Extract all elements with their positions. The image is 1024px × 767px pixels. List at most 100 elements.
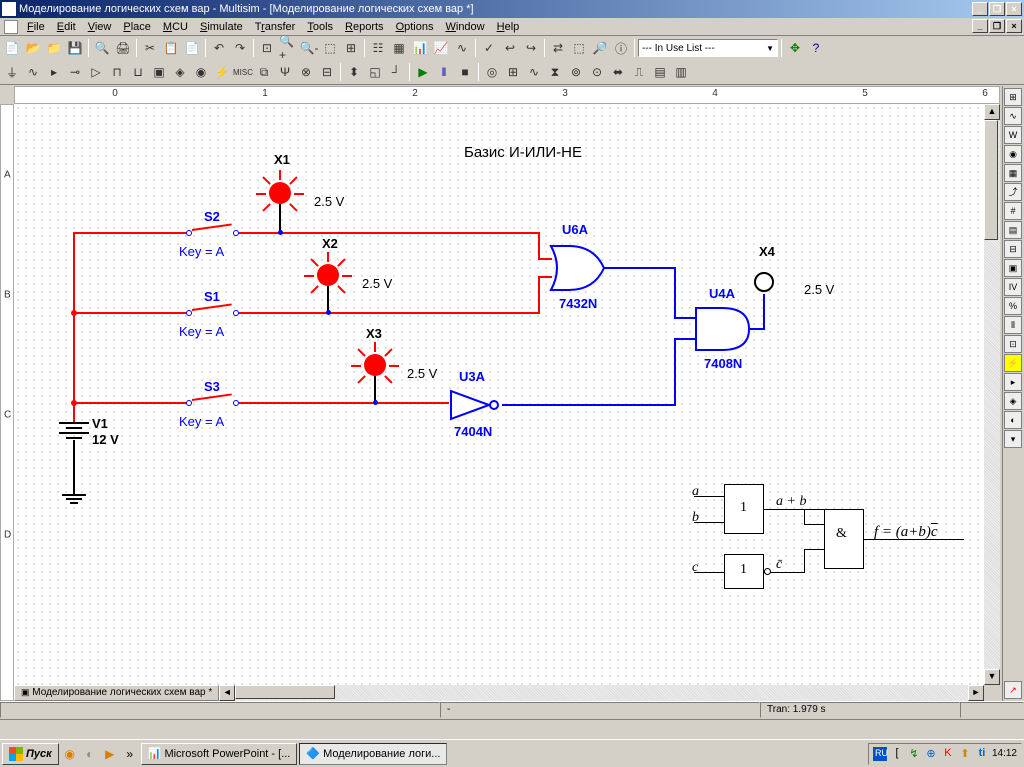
scrollbar-vertical[interactable]: ▲ ▼ <box>984 104 1000 685</box>
run-icon[interactable]: ▶ <box>413 62 433 82</box>
place-junction-icon[interactable]: ┘ <box>386 62 406 82</box>
ag-func-icon[interactable]: ⚡ <box>1004 354 1022 372</box>
menu-transfer[interactable]: Transfer <box>249 20 302 34</box>
postproc-icon[interactable]: 📈 <box>431 38 451 58</box>
sim-icon9[interactable]: ▤ <box>650 62 670 82</box>
advanced-comp-icon[interactable]: ⧉ <box>254 62 274 82</box>
sim-icon1[interactable]: ◎ <box>482 62 502 82</box>
open-file-icon[interactable]: 📂 <box>23 38 43 58</box>
tray-icon[interactable]: [ <box>890 747 904 761</box>
switch-lever[interactable] <box>192 223 232 231</box>
ql-more-icon[interactable]: » <box>121 745 139 763</box>
menu-reports[interactable]: Reports <box>339 20 390 34</box>
zoom-area-icon[interactable]: ⬚ <box>320 38 340 58</box>
voltage-source[interactable] <box>59 422 89 439</box>
cmos-comp-icon[interactable]: ⊔ <box>128 62 148 82</box>
start-button[interactable]: Пуск <box>2 743 59 765</box>
find-icon[interactable]: 🔎 <box>590 38 610 58</box>
word-gen-icon[interactable]: ▤ <box>1004 221 1022 239</box>
sim-icon6[interactable]: ⊙ <box>587 62 607 82</box>
switch-lever[interactable] <box>192 393 232 401</box>
minimize-button[interactable]: _ <box>972 2 988 16</box>
wattmeter-icon[interactable]: W <box>1004 126 1022 144</box>
cut-icon[interactable]: ✂ <box>140 38 160 58</box>
undo-icon[interactable]: ↶ <box>209 38 229 58</box>
transistor-comp-icon[interactable]: ⊸ <box>65 62 85 82</box>
task-multisim[interactable]: 🔷 Моделирование логи... <box>299 743 447 765</box>
rf-comp-icon[interactable]: Ψ <box>275 62 295 82</box>
labview-icon[interactable]: ▾ <box>1004 430 1022 448</box>
redo-icon[interactable]: ↷ <box>230 38 250 58</box>
zoom-in-icon[interactable]: 🔍+ <box>278 38 298 58</box>
menu-window[interactable]: Window <box>439 20 490 34</box>
copy-icon[interactable]: 📋 <box>161 38 181 58</box>
ag-scope-icon[interactable]: ◈ <box>1004 392 1022 410</box>
freq-icon[interactable]: # <box>1004 202 1022 220</box>
indicator-comp-icon[interactable]: ◉ <box>191 62 211 82</box>
basic-comp-icon[interactable]: ∿ <box>23 62 43 82</box>
logic-an-icon[interactable]: ⊟ <box>1004 240 1022 258</box>
probe-x1[interactable] <box>269 182 291 204</box>
circuit-canvas[interactable]: Базис И-ИЛИ-НЕ V1 12 V S2 Key = A S1 Key… <box>14 104 984 685</box>
zoom-out-icon[interactable]: 🔍- <box>299 38 319 58</box>
mdi-close[interactable]: × <box>1006 19 1022 33</box>
in-use-list-dropdown[interactable]: --- In Use List --- ▼ <box>638 39 778 57</box>
menu-mcu[interactable]: MCU <box>157 20 194 34</box>
print-icon[interactable]: 🖨 <box>113 38 133 58</box>
scroll-right-icon[interactable]: ► <box>968 685 984 701</box>
scroll-down-icon[interactable]: ▼ <box>984 669 1000 685</box>
maximize-button[interactable]: ❐ <box>989 2 1005 16</box>
ql-icon2[interactable]: ◐ <box>81 745 99 763</box>
tray-icon[interactable]: K <box>941 747 955 761</box>
misc-comp-icon[interactable]: MISC <box>233 62 253 82</box>
open-sample-icon[interactable]: 📁 <box>44 38 64 58</box>
scope-icon[interactable]: ◉ <box>1004 145 1022 163</box>
back-annotate-icon[interactable]: ↩ <box>500 38 520 58</box>
ercheck-icon[interactable]: ✓ <box>479 38 499 58</box>
task-powerpoint[interactable]: 📊 Microsoft PowerPoint - [... <box>141 743 298 765</box>
mdi-restore[interactable]: ❐ <box>989 19 1005 33</box>
analog-comp-icon[interactable]: ▷ <box>86 62 106 82</box>
grapher-icon[interactable]: 📊 <box>410 38 430 58</box>
logic-conv-icon[interactable]: ▣ <box>1004 259 1022 277</box>
paste-icon[interactable]: 📄 <box>182 38 202 58</box>
bode-icon[interactable]: ⤴ <box>1004 183 1022 201</box>
save-icon[interactable]: 💾 <box>65 38 85 58</box>
probe-x4[interactable] <box>754 272 774 292</box>
scroll-track-h[interactable] <box>235 685 968 701</box>
not-gate[interactable] <box>449 389 504 421</box>
ground-symbol[interactable] <box>62 474 86 504</box>
misc-digital-icon[interactable]: ▣ <box>149 62 169 82</box>
component-wizard-icon[interactable]: ∿ <box>452 38 472 58</box>
dist-icon[interactable]: % <box>1004 297 1022 315</box>
zoom-fit-icon[interactable]: ⊞ <box>341 38 361 58</box>
stop-icon[interactable]: ■ <box>455 62 475 82</box>
info-icon[interactable]: ⓘ <box>611 38 631 58</box>
help-icon[interactable]: ? <box>806 38 826 58</box>
switch-lever[interactable] <box>192 303 232 311</box>
ttl-comp-icon[interactable]: ⊓ <box>107 62 127 82</box>
menu-edit[interactable]: Edit <box>51 20 82 34</box>
pause-icon[interactable]: ‖ <box>434 62 454 82</box>
scroll-thumb-v[interactable] <box>984 120 998 240</box>
iv-icon[interactable]: IV <box>1004 278 1022 296</box>
tek-scope-icon[interactable]: ◐ <box>1004 411 1022 429</box>
ag-mult-icon[interactable]: ▸ <box>1004 373 1022 391</box>
spec-icon[interactable]: ⫴ <box>1004 316 1022 334</box>
sim-icon5[interactable]: ⊚ <box>566 62 586 82</box>
place-hier-icon[interactable]: ◱ <box>365 62 385 82</box>
new-file-icon[interactable]: 📄 <box>2 38 22 58</box>
document-tab[interactable]: ▣ Моделирование логических схем вар * <box>14 685 219 701</box>
spreadsheet-icon[interactable]: ☷ <box>368 38 388 58</box>
net-icon[interactable]: ⊡ <box>1004 335 1022 353</box>
menu-tools[interactable]: Tools <box>301 20 339 34</box>
scroll-left-icon[interactable]: ◄ <box>219 685 235 701</box>
tray-icon[interactable]: ↯ <box>907 747 921 761</box>
electro-comp-icon[interactable]: ⊗ <box>296 62 316 82</box>
func-gen-icon[interactable]: ∿ <box>1004 107 1022 125</box>
sim-icon7[interactable]: ⬌ <box>608 62 628 82</box>
ql-icon1[interactable]: ◉ <box>61 745 79 763</box>
or-gate[interactable] <box>549 244 609 292</box>
tray-icon[interactable]: ⊕ <box>924 747 938 761</box>
scope4-icon[interactable]: ▦ <box>1004 164 1022 182</box>
